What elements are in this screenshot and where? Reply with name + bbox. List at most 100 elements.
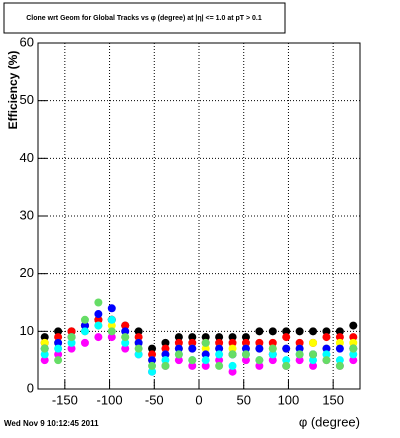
data-point	[241, 356, 250, 365]
data-point	[241, 338, 250, 347]
data-point	[121, 338, 130, 347]
x-tick-label: 50	[236, 392, 250, 407]
data-point	[107, 304, 116, 313]
data-point	[174, 338, 183, 347]
data-point	[40, 338, 49, 347]
data-point	[121, 344, 130, 353]
data-point	[54, 344, 63, 353]
data-point	[174, 356, 183, 365]
x-tick-label: 0	[195, 392, 202, 407]
data-point	[107, 327, 116, 336]
data-point	[121, 327, 130, 336]
data-point	[148, 367, 157, 376]
data-point	[40, 333, 49, 342]
data-point	[335, 327, 344, 336]
data-point	[268, 356, 277, 365]
data-point	[268, 327, 277, 336]
data-point	[335, 356, 344, 365]
data-point	[228, 338, 237, 347]
data-point	[255, 344, 264, 353]
data-point	[40, 350, 49, 359]
y-tick-label: 50	[20, 92, 34, 107]
x-tick-label: 100	[278, 392, 300, 407]
data-point	[282, 356, 291, 365]
data-point	[134, 350, 143, 359]
data-point	[349, 333, 358, 342]
data-point	[40, 356, 49, 365]
data-point	[148, 344, 157, 353]
data-point	[215, 344, 224, 353]
data-point	[54, 356, 63, 365]
data-point	[188, 338, 197, 347]
data-point	[268, 344, 277, 353]
y-tick-label: 20	[20, 265, 34, 280]
data-point	[188, 344, 197, 353]
data-point	[54, 327, 63, 336]
data-point	[241, 350, 250, 359]
data-point	[228, 367, 237, 376]
data-point	[335, 344, 344, 353]
y-tick-label: 10	[20, 323, 34, 338]
data-point	[228, 350, 237, 359]
data-point	[67, 344, 76, 353]
data-point	[309, 350, 318, 359]
data-point	[241, 344, 250, 353]
data-point	[188, 361, 197, 370]
data-point	[121, 321, 130, 330]
data-point	[148, 350, 157, 359]
data-point	[201, 361, 210, 370]
data-point	[322, 333, 331, 342]
x-tick-label: -50	[145, 392, 164, 407]
data-point	[54, 350, 63, 359]
data-point	[201, 350, 210, 359]
data-point	[134, 338, 143, 347]
data-point	[268, 350, 277, 359]
plot-frame	[37, 42, 361, 390]
data-point	[255, 327, 264, 336]
data-point	[80, 338, 89, 347]
data-point	[201, 356, 210, 365]
data-point	[228, 361, 237, 370]
data-point	[309, 356, 318, 365]
data-point	[134, 344, 143, 353]
y-tick-label: 60	[20, 34, 34, 49]
data-point	[322, 356, 331, 365]
data-point	[282, 361, 291, 370]
data-point	[148, 361, 157, 370]
data-point	[282, 333, 291, 342]
data-point	[134, 333, 143, 342]
data-point	[161, 356, 170, 365]
data-point	[228, 333, 237, 342]
data-point	[282, 344, 291, 353]
data-point	[54, 338, 63, 347]
data-point	[215, 356, 224, 365]
data-point	[335, 333, 344, 342]
data-point	[255, 338, 264, 347]
data-point	[188, 356, 197, 365]
data-point	[335, 338, 344, 347]
data-point	[54, 333, 63, 342]
data-point	[215, 338, 224, 347]
x-tick-label: -150	[52, 392, 78, 407]
data-point	[309, 338, 318, 347]
data-point	[121, 333, 130, 342]
data-point	[201, 344, 210, 353]
data-point	[161, 350, 170, 359]
data-point	[349, 338, 358, 347]
data-point	[255, 356, 264, 365]
title-box	[3, 2, 286, 34]
y-tick-label: 30	[20, 207, 34, 222]
data-point	[80, 321, 89, 330]
data-point	[80, 315, 89, 324]
data-point	[94, 315, 103, 324]
data-point	[349, 356, 358, 365]
data-point	[282, 327, 291, 336]
data-point	[349, 321, 358, 330]
data-point	[241, 333, 250, 342]
data-point	[67, 333, 76, 342]
data-point	[215, 361, 224, 370]
data-point	[295, 344, 304, 353]
data-point	[322, 344, 331, 353]
y-tick-label: 40	[20, 150, 34, 165]
